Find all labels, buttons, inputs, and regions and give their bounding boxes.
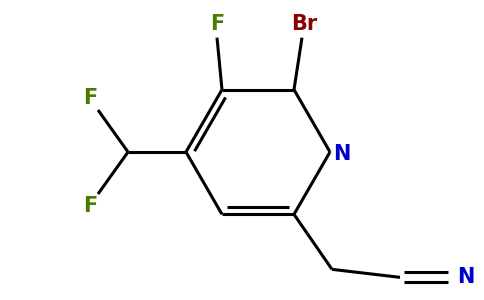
Text: Br: Br bbox=[291, 14, 317, 34]
Text: F: F bbox=[83, 196, 97, 216]
Text: F: F bbox=[83, 88, 97, 108]
Text: F: F bbox=[210, 14, 224, 34]
Text: N: N bbox=[457, 267, 475, 287]
Text: N: N bbox=[333, 144, 351, 164]
